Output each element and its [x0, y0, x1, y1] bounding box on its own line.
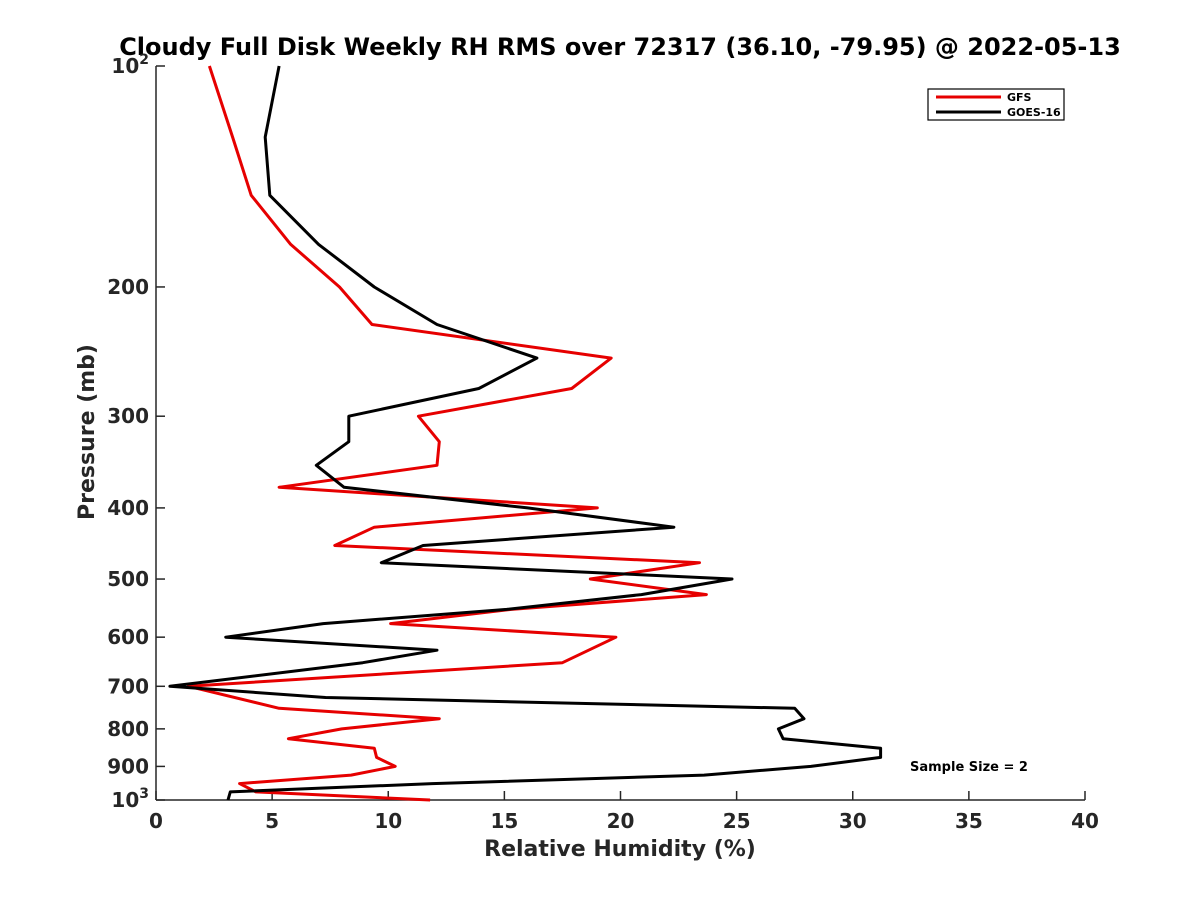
y-tick-label: 103	[111, 786, 149, 812]
x-axis-label: Relative Humidity (%)	[484, 837, 756, 862]
x-tick-label: 30	[839, 809, 867, 833]
legend: GFS GOES-16	[927, 88, 1065, 121]
series-line-goes16	[168, 65, 883, 801]
series-line-gfs	[187, 65, 708, 802]
legend-box	[927, 88, 1065, 121]
plot-area: 0 5 10 15 20 25 30 35 40 102 200 300 400 500 600 700 800…	[107, 52, 1099, 833]
y-tick-label: 500	[107, 567, 149, 591]
x-tick-label: 25	[723, 809, 751, 833]
y-tick-label: 900	[107, 754, 149, 778]
x-tick-label: 10	[374, 809, 402, 833]
legend-label: GFS	[1007, 91, 1032, 104]
y-tick-label: 200	[107, 275, 149, 299]
x-tick-label: 40	[1071, 809, 1099, 833]
x-tick-label: 0	[149, 809, 163, 833]
y-tick-label: 400	[107, 496, 149, 520]
y-tick-label: 102	[111, 52, 149, 78]
x-tick-label: 35	[955, 809, 983, 833]
x-tick-label: 5	[265, 809, 279, 833]
y-tick-label: 700	[107, 674, 149, 698]
y-axis-label: Pressure (mb)	[75, 344, 100, 520]
y-tick-label: 300	[107, 404, 149, 428]
y-tick-label: 600	[107, 625, 149, 649]
chart-title: Cloudy Full Disk Weekly RH RMS over 7231…	[119, 33, 1121, 61]
sample-size-annotation: Sample Size = 2	[910, 760, 1028, 775]
x-tick-label: 15	[490, 809, 518, 833]
legend-label: GOES-16	[1007, 106, 1061, 119]
x-tick-label: 20	[607, 809, 635, 833]
y-tick-label: 800	[107, 717, 149, 741]
